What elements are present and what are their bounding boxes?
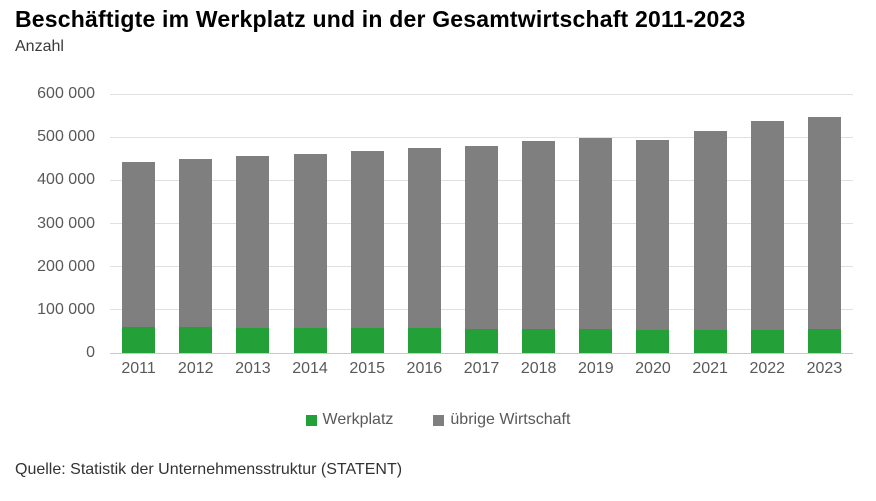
x-tick-label-2021: 2021 — [692, 360, 728, 377]
x-tick-label-2023: 2023 — [806, 360, 843, 377]
x-tick-label-2011: 2011 — [121, 360, 156, 377]
x-tick-label-2022: 2022 — [749, 360, 786, 377]
y-tick-label-0: 0 — [86, 344, 95, 361]
bar-uebrige-wirtschaft-2016 — [407, 148, 441, 329]
legend-item-werkplatz: Werkplatz — [305, 411, 394, 429]
bar-werkplatz-2023 — [807, 329, 841, 353]
x-tick-label-2018: 2018 — [520, 360, 557, 377]
y-tick-label-300000: 300 000 — [37, 214, 95, 232]
bar-uebrige-wirtschaft-2014 — [293, 153, 327, 328]
x-tick-label-2017: 2017 — [463, 360, 500, 377]
x-tick-label-2019: 2019 — [578, 360, 614, 377]
gridline-y-600000 — [110, 93, 853, 95]
x-tick-label-2014: 2014 — [292, 360, 328, 377]
bar-uebrige-wirtschaft-2021 — [693, 130, 727, 331]
bar-uebrige-wirtschaft-2011 — [122, 161, 156, 328]
bar-werkplatz-2012 — [179, 327, 213, 353]
legend-item-uebrige-wirtschaft: übrige Wirtschaft — [433, 411, 570, 429]
bar-uebrige-wirtschaft-2018 — [522, 140, 556, 329]
plot-area: 0 100 000 200 000 300 000 400 000 500 000 600 … — [37, 85, 853, 377]
source-note: Quelle: Statistik der Unternehmensstrukt… — [15, 461, 403, 478]
bar-werkplatz-2021 — [693, 330, 727, 353]
bar-uebrige-wirtschaft-2012 — [179, 159, 213, 328]
legend-label: Werkplatz — [322, 411, 394, 428]
y-tick-label-400000: 400 000 — [37, 171, 95, 189]
chart-title: Beschäftigte im Werkplatz und in der Ges… — [15, 6, 746, 32]
gridline-y-0 — [110, 352, 853, 354]
legend-swatch-icon — [433, 414, 445, 426]
bar-werkplatz-2016 — [407, 328, 441, 353]
x-tick-label-2015: 2015 — [349, 360, 385, 377]
bar-werkplatz-2014 — [293, 328, 327, 353]
y-tick-label-100000: 100 000 — [37, 300, 95, 318]
bar-uebrige-wirtschaft-2022 — [750, 121, 784, 330]
bar-werkplatz-2017 — [465, 328, 498, 353]
x-tick-label-2020: 2020 — [635, 360, 671, 377]
bar-werkplatz-2013 — [236, 327, 270, 353]
bar-werkplatz-2015 — [350, 328, 384, 353]
bar-werkplatz-2018 — [522, 328, 556, 353]
bar-werkplatz-2019 — [579, 329, 613, 353]
bar-uebrige-wirtschaft-2015 — [350, 150, 384, 328]
bar-uebrige-wirtschaft-2020 — [636, 139, 670, 331]
bar-uebrige-wirtschaft-2013 — [236, 156, 270, 328]
legend: Werkplatz übrige Wirtschaft — [0, 411, 876, 429]
gridline-y-500000 — [110, 136, 853, 138]
y-axis-unit-label: Anzahl — [15, 38, 64, 55]
x-tick-label-2013: 2013 — [235, 360, 271, 377]
bar-uebrige-wirtschaft-2019 — [579, 137, 613, 330]
bar-werkplatz-2022 — [750, 329, 784, 353]
y-tick-label-500000: 500 000 — [37, 128, 95, 146]
x-tick-label-2012: 2012 — [177, 360, 214, 377]
bar-uebrige-wirtschaft-2023 — [807, 116, 841, 330]
bar-werkplatz-2020 — [636, 330, 670, 353]
y-tick-label-600000: 600 000 — [37, 85, 95, 102]
bar-werkplatz-2011 — [122, 327, 156, 353]
legend-swatch-icon — [305, 414, 317, 426]
y-tick-label-200000: 200 000 — [37, 257, 95, 275]
x-tick-label-2016: 2016 — [406, 360, 443, 377]
legend-label: übrige Wirtschaft — [450, 411, 571, 428]
bar-uebrige-wirtschaft-2017 — [465, 145, 498, 329]
